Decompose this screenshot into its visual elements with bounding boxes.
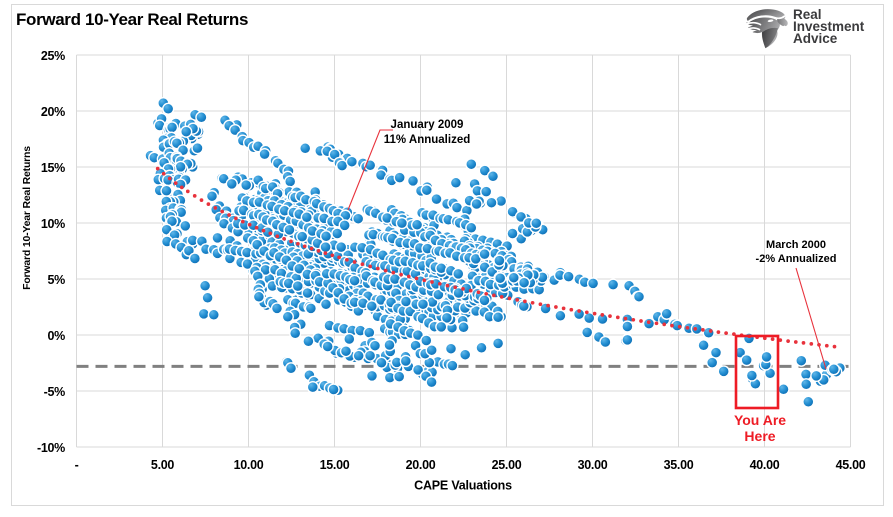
svg-text:11% Annualized: 11% Annualized <box>384 134 471 146</box>
svg-text:-5%: -5% <box>44 385 66 399</box>
svg-text:Real: Real <box>793 7 822 22</box>
svg-text:35.00: 35.00 <box>664 458 694 472</box>
svg-text:15.00: 15.00 <box>320 458 350 472</box>
svg-text:-10%: -10% <box>37 441 65 455</box>
svg-text:Investment: Investment <box>793 19 865 34</box>
svg-text:CAPE Valuations: CAPE Valuations <box>414 479 512 493</box>
svg-text:10.00: 10.00 <box>234 458 264 472</box>
svg-text:0%: 0% <box>48 329 66 343</box>
svg-text:Forward 10-Year Real Returns: Forward 10-Year Real Returns <box>21 146 33 290</box>
svg-text:5%: 5% <box>48 273 66 287</box>
svg-text:20%: 20% <box>41 105 65 119</box>
svg-text:January 2009: January 2009 <box>391 119 464 131</box>
svg-text:40.00: 40.00 <box>750 458 780 472</box>
svg-text:You Are: You Are <box>734 412 786 428</box>
svg-text:20.00: 20.00 <box>406 458 436 472</box>
svg-text:-: - <box>75 458 79 472</box>
svg-text:Advice: Advice <box>793 31 838 46</box>
svg-text:25.00: 25.00 <box>492 458 522 472</box>
svg-text:45.00: 45.00 <box>836 458 866 472</box>
svg-text:Here: Here <box>744 428 775 444</box>
svg-text:25%: 25% <box>41 49 65 63</box>
svg-text:15%: 15% <box>41 161 65 175</box>
svg-text:Forward 10-Year Real Returns: Forward 10-Year Real Returns <box>16 10 248 29</box>
svg-text:10%: 10% <box>41 217 65 231</box>
svg-text:-2% Annualized: -2% Annualized <box>756 253 837 265</box>
svg-text:5.00: 5.00 <box>151 458 174 472</box>
svg-text:March 2000: March 2000 <box>766 239 826 251</box>
svg-text:30.00: 30.00 <box>578 458 608 472</box>
